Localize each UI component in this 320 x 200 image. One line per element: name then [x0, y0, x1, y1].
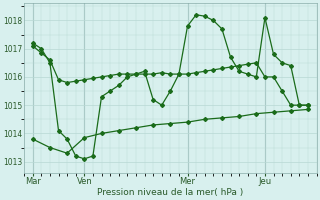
X-axis label: Pression niveau de la mer( hPa ): Pression niveau de la mer( hPa ): [97, 188, 244, 197]
